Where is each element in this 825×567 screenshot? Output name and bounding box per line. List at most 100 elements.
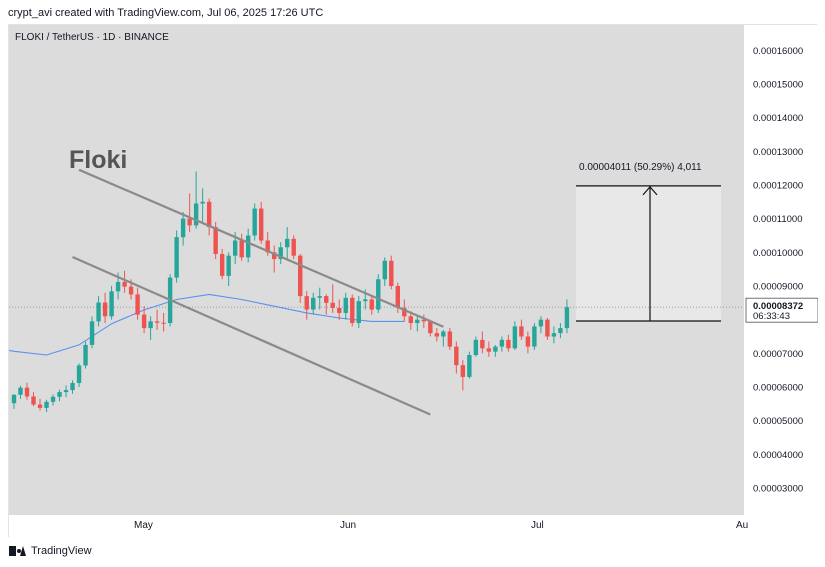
candle <box>135 287 140 320</box>
candle-body <box>298 255 303 297</box>
moving-average-line <box>9 293 405 356</box>
candle <box>389 255 394 290</box>
candle-body <box>564 307 570 329</box>
time-axis-background <box>9 515 744 538</box>
candle-body <box>232 240 238 256</box>
moving-average <box>9 293 405 356</box>
watermark-text: Floki <box>69 146 127 174</box>
candle-body <box>50 396 56 402</box>
candle <box>258 201 264 244</box>
candle <box>415 316 420 332</box>
candle-body <box>57 392 62 397</box>
candle <box>31 392 36 407</box>
candle <box>564 299 570 334</box>
candle-body <box>18 387 23 395</box>
candle-body <box>441 331 446 337</box>
candle <box>252 203 257 241</box>
candle-body <box>558 328 563 334</box>
candle-body <box>252 208 257 236</box>
time-tick-label: Au <box>736 520 748 531</box>
candle-body <box>245 235 251 258</box>
candle <box>63 385 69 398</box>
candle-body <box>395 285 400 308</box>
candle-body <box>37 404 43 408</box>
candle <box>154 309 160 330</box>
candle <box>356 296 361 329</box>
chart-credit: crypt_avi created with TradingView.com, … <box>8 7 324 19</box>
candle-body <box>480 339 485 349</box>
candle <box>219 248 225 280</box>
candle-body <box>525 336 531 347</box>
price-tick-label: 0.00006000 <box>753 383 803 394</box>
candle-body <box>402 307 407 317</box>
candle-body <box>493 346 498 352</box>
candle <box>532 323 537 350</box>
candle <box>311 292 316 315</box>
candle-body <box>11 394 17 404</box>
candle-body <box>63 390 69 393</box>
candle <box>473 336 479 357</box>
price-tick-label: 0.00009000 <box>753 281 803 292</box>
candle <box>447 328 453 350</box>
candle-body <box>473 339 479 356</box>
candle <box>50 394 56 406</box>
candle-body <box>226 255 231 276</box>
candle-body <box>415 319 420 324</box>
candle-body <box>115 281 121 292</box>
candle-body <box>343 297 348 313</box>
time-axis[interactable]: May Jun Jul Au <box>134 520 748 531</box>
candle-body <box>330 302 335 308</box>
candle-body <box>174 237 179 278</box>
price-tag-box <box>745 297 818 323</box>
candle <box>96 296 101 327</box>
candle <box>141 306 147 334</box>
candle-body <box>486 348 492 352</box>
candle-body <box>24 387 30 397</box>
candle-body <box>193 203 199 226</box>
candle <box>382 257 387 286</box>
price-tick-label: 0.00004000 <box>753 450 803 461</box>
price-tag-value: 0.00008372 <box>753 301 803 312</box>
measure-box <box>576 185 721 321</box>
candle <box>44 399 49 412</box>
candle-body <box>128 286 134 295</box>
candle-body <box>389 260 394 286</box>
candle-body <box>408 316 414 324</box>
chart-frame[interactable]: 0.00004011 (50.29%) 4,011 FLOKI / Tether… <box>8 24 818 538</box>
time-tick-label: May <box>134 520 153 531</box>
candle-body <box>363 299 368 302</box>
candle-body <box>519 326 524 337</box>
candle <box>480 331 485 354</box>
candle <box>298 254 303 303</box>
candle-body <box>206 201 212 228</box>
price-tick-label: 0.00013000 <box>753 147 803 158</box>
footer: TradingView <box>9 545 92 557</box>
candle <box>408 311 414 330</box>
candle-body <box>350 297 355 324</box>
price-axis[interactable]: 0.00016000 0.00015000 0.00014000 0.00013000… <box>753 46 803 495</box>
candle <box>11 394 17 409</box>
candle <box>161 312 166 332</box>
candle <box>122 270 127 293</box>
candle-body <box>317 296 322 298</box>
measure-tool[interactable]: 0.00004011 (50.29%) 4,011 <box>9 162 744 322</box>
candle-body <box>324 296 329 303</box>
candle-body <box>356 301 361 324</box>
candle-body <box>512 326 518 349</box>
candle-body <box>109 291 114 317</box>
candle <box>148 316 153 340</box>
candle <box>525 331 531 354</box>
price-tick-label: 0.00012000 <box>753 180 803 191</box>
candle-body <box>200 201 205 204</box>
candle <box>337 299 342 320</box>
candle <box>37 398 43 411</box>
candle-body <box>460 365 466 377</box>
time-tick-label: Jul <box>531 520 544 531</box>
price-chart[interactable]: 0.00004011 (50.29%) 4,011 FLOKI / Tether… <box>9 25 818 538</box>
candle <box>278 242 283 265</box>
candle <box>24 382 30 400</box>
candle <box>76 363 82 388</box>
descending-channel[interactable] <box>72 168 444 416</box>
candle-body <box>187 218 192 226</box>
